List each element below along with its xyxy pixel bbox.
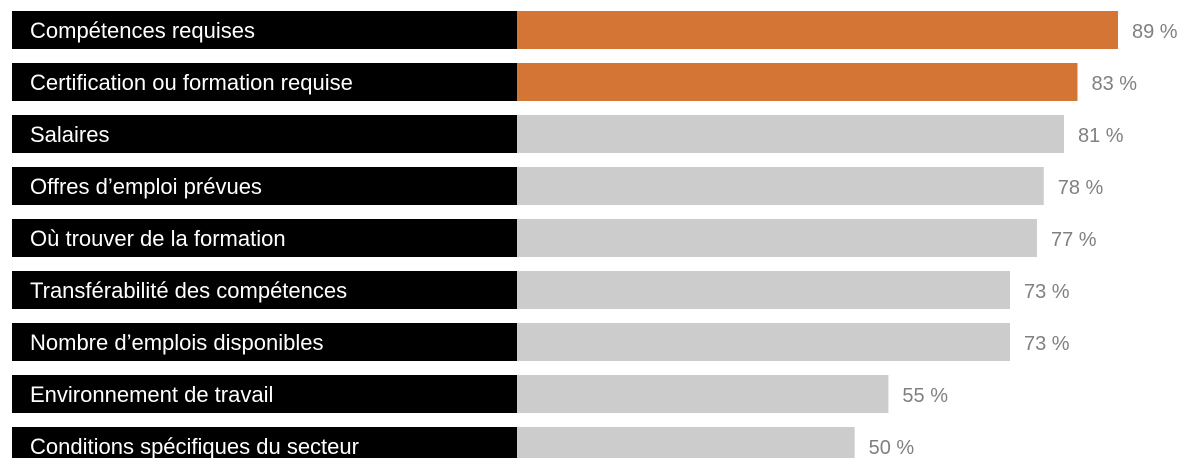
category-label: Nombre d’emplois disponibles [30,330,323,355]
value-label: 83 % [1091,73,1137,95]
category-label-box [12,427,517,458]
chart-row: Salaires 81 % [12,115,1124,153]
bar [517,11,1118,49]
chart-row: Offres d’emploi prévues 78 % [12,167,1104,205]
category-label-box [12,375,517,413]
category-label: Où trouver de la formation [30,226,286,251]
category-label-box [12,11,517,49]
category-label-box [12,323,517,361]
bar [517,323,1010,361]
category-label: Transférabilité des compétences [30,278,347,303]
category-label-box [12,219,517,257]
value-label: 55 % [902,385,948,407]
category-label: Certification ou formation requise [30,70,353,95]
value-label: 73 % [1024,333,1070,355]
category-label: Compétences requises [30,18,255,43]
chart-row: Certification ou formation requise 83 % [12,63,1137,101]
category-label-box [12,167,517,205]
value-label: 78 % [1058,177,1104,199]
bar [517,375,889,413]
chart-row: Conditions spécifiques du secteur 50 % [12,427,914,458]
bar [517,219,1037,257]
category-label-box [12,63,517,101]
category-label: Environnement de travail [30,382,273,407]
bar [517,167,1044,205]
category-label: Salaires [30,122,109,147]
chart-row: Compétences requises 89 % [12,11,1178,49]
chart-rows: Compétences requises 89 % Certification ou… [12,11,1178,458]
value-label: 73 % [1024,281,1070,303]
value-label: 89 % [1132,21,1178,43]
bar [517,63,1078,101]
category-label: Conditions spécifiques du secteur [30,434,359,458]
chart-row: Environnement de travail 55 % [12,375,948,413]
value-label: 81 % [1078,125,1124,147]
value-label: 50 % [869,437,915,458]
chart-row: Nombre d’emplois disponibles 73 % [12,323,1070,361]
bar [517,271,1010,309]
category-label-box [12,271,517,309]
bar [517,427,855,458]
category-label-box [12,115,517,153]
bar [517,115,1064,153]
chart-row: Où trouver de la formation 77 % [12,219,1097,257]
value-label: 77 % [1051,229,1097,251]
category-label: Offres d’emploi prévues [30,174,262,199]
chart-row: Transférabilité des compétences 73 % [12,271,1070,309]
